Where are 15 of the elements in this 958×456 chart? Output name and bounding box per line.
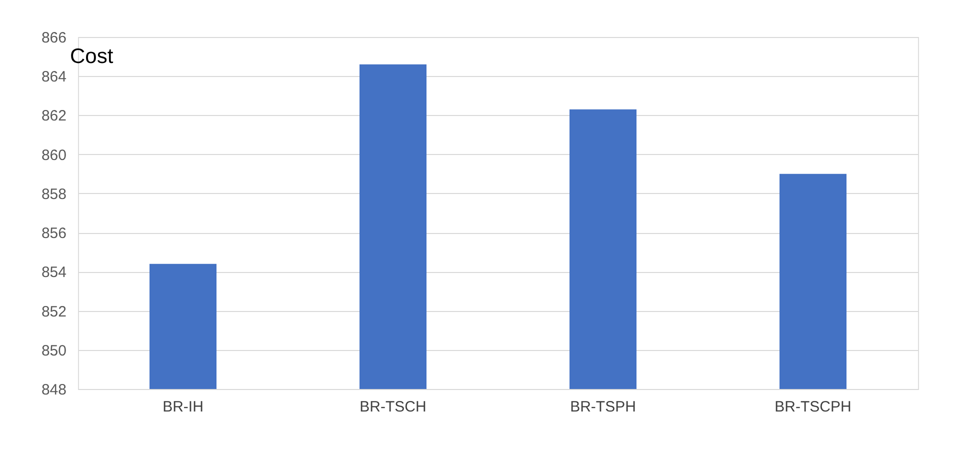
y-tick-label: 858 <box>41 186 66 203</box>
chart-title: Cost <box>70 45 114 68</box>
x-tick-label: BR-TSCH <box>360 398 426 416</box>
x-tick-label: BR-IH <box>162 398 204 416</box>
y-tick-label: 864 <box>41 68 66 86</box>
y-tick-label: 854 <box>41 264 66 282</box>
y-tick-label: 850 <box>41 342 66 360</box>
y-tick-label: 860 <box>41 146 66 164</box>
y-tick-label: 856 <box>41 225 66 242</box>
y-tick-label: 852 <box>41 303 66 320</box>
y-tick-label: 866 <box>41 30 66 46</box>
y-tick-label: 848 <box>41 382 66 398</box>
y-tick-label: 862 <box>41 108 66 125</box>
x-tick-label: BR-TSPH <box>570 398 636 416</box>
x-tick-label: BR-TSCPH <box>774 398 852 416</box>
